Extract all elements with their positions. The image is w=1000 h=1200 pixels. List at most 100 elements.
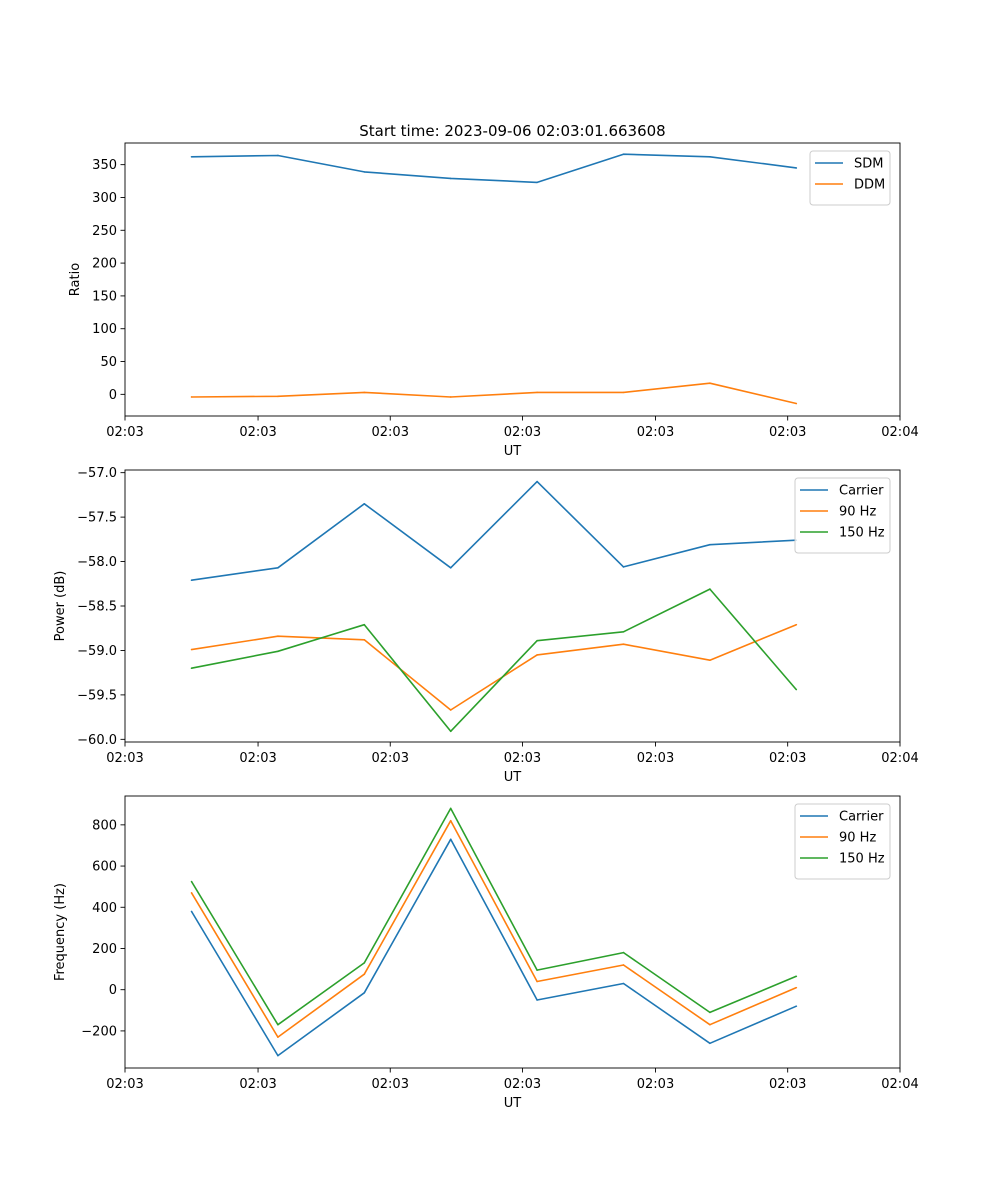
chart3-legend-carrier-label: Carrier [839,810,884,825]
chart2-series-90-hz-point [709,659,711,662]
chart2-series-150-hz-line [191,588,797,733]
chart3-series-90-hz-point [363,973,366,976]
chart2-y-tick-label: −59.5 [77,688,117,703]
chart1-y-tick-label: 300 [92,191,117,206]
chart3-y-tick-label: 800 [92,818,117,833]
chart1-x-tick-label: 02:03 [106,425,143,440]
chart1: 02:03 02:03 02:03 02:03 02:03 02:03 02:04 0 50 10… [68,142,919,459]
chart1-series-ddm-point [363,391,366,394]
chart2-axes-frame [124,469,901,743]
chart3-series-90-hz-point [709,1023,711,1026]
chart1-series-ddm-point [536,391,538,394]
chart2-x-axis-label: UT [504,770,522,785]
chart1-series-sdm-point [277,154,279,157]
charts: 02:03 02:03 02:03 02:03 02:03 02:03 02:04 0 50 10… [53,142,919,1111]
chart2-series-90-hz-line [191,623,797,711]
chart3-x-tick-label: 02:03 [239,1077,276,1092]
chart2: 02:03 02:03 02:03 02:03 02:03 02:03 02:04 −60.0… [53,466,919,785]
chart1-legend-box [809,150,891,206]
chart2-y-tick-label: −57.5 [77,511,117,526]
chart2-series-150-hz-point [449,730,452,733]
chart2-series-150-hz-point [709,588,711,590]
chart1-x-tick-label: 02:03 [637,425,674,440]
chart3-series-150-hz-point [363,962,366,964]
chart1-series-ddm-point [622,391,625,394]
chart2-legend-150-hz-label: 150 Hz [839,526,885,541]
chart1-axes-frame [124,142,901,417]
chart2-x-tick-label: 02:03 [504,751,541,766]
chart3-series-150-hz-point [190,880,193,883]
chart1-y-tick-label: 0 [109,388,117,403]
chart3-legend-90-hz-label: 90 Hz [839,831,876,846]
chart3-y-axis-label: Frequency (Hz) [53,883,68,981]
chart3-series-90-hz-point [190,892,193,894]
chart2-legend: Carrier 90 Hz 150 Hz [794,477,891,554]
chart2-y-tick-label: −58.5 [77,600,117,615]
chart1-y-tick-label: 350 [92,158,117,173]
chart1-series-ddm-point [277,395,279,398]
chart1-series-sdm-point [709,155,711,158]
chart3-series-90-hz-point [795,986,798,989]
chart2-series-carrier-point [709,543,711,546]
chart3-x-axis-label: UT [504,1096,522,1111]
chart2-series-carrier-point [190,579,193,582]
chart3-legend: Carrier 90 Hz 150 Hz [794,803,891,880]
chart3-series-carrier-point [795,1005,798,1007]
chart2-x-tick-label: 02:03 [106,751,143,766]
chart3-y-tick-label: 0 [109,983,117,998]
chart2-series-150-hz-point [363,623,366,626]
chart3-series-carrier-point [277,1054,279,1057]
chart3-series-150-hz-line [190,807,797,1026]
chart2-x-tick-label: 02:03 [372,751,409,766]
chart2-series-90-hz-point [277,635,279,638]
chart1-x-tick-label: 02:04 [881,425,918,440]
chart2-series-90-hz-point [449,709,452,711]
chart1-y-tick-label: 50 [100,355,117,370]
chart3-series-90-hz-point [277,1036,279,1038]
chart3-series-150-hz-point [536,969,538,971]
chart3-y-tick-label: 600 [92,860,117,875]
chart3-series-carrier-point [536,999,538,1001]
chart1-x-tick-label: 02:03 [504,425,541,440]
chart3-series-90-hz-point [622,964,625,966]
chart1-y-tick-label: 100 [92,322,117,337]
chart3-series-carrier-line [190,838,797,1057]
chart1-series-sdm-point [536,181,538,184]
chart2-x-tick-label: 02:03 [637,751,674,766]
chart2-series-90-hz-point [622,643,625,646]
chart2-series-carrier-point [449,566,452,569]
figure-title: Start time: 2023-09-06 02:03:01.663608 [359,122,665,140]
chart2-y-tick-label: −59.0 [77,644,117,659]
chart2-series-150-hz-point [795,688,798,691]
chart2-series-150-hz-point [190,667,193,670]
chart3-series-carrier-point [363,991,366,994]
chart2-series-150-hz-point [622,630,625,633]
chart3: 02:03 02:03 02:03 02:03 02:03 02:03 02:04 −200 0… [53,795,919,1111]
chart2-y-axis-label: Power (dB) [53,571,68,642]
chart1-series-sdm-point [190,155,193,158]
chart3-x-tick-label: 02:04 [881,1077,918,1092]
chart3-series-carrier-point [449,838,452,841]
chart2-series-carrier-line [191,480,797,581]
chart3-series-150-hz-point [709,1011,711,1014]
chart3-series-150-hz-point [449,807,452,810]
chart2-series-90-hz-point [190,648,193,651]
chart1-series-ddm-point [795,402,798,405]
chart2-series-carrier-point [622,566,625,568]
chart3-series-150-hz-point [277,1023,279,1026]
chart2-y-tick-label: −58.0 [77,555,117,570]
chart1-legend: SDM DDM [809,150,891,206]
chart2-x-tick-label: 02:03 [239,751,276,766]
chart1-series-ddm-point [709,382,711,384]
chart2-legend-box [794,477,891,554]
chart3-y-tick-label: −200 [81,1024,117,1039]
chart3-series-90-hz-point [449,819,452,822]
chart3-series-150-hz-point [795,975,798,978]
chart3-x-tick-label: 02:03 [504,1077,541,1092]
chart3-series-90-hz-point [536,980,538,983]
chart2-series-150-hz-point [277,650,279,653]
chart3-series-carrier-point [709,1042,711,1045]
chart2-x-tick-label: 02:03 [769,751,806,766]
chart1-x-tick-label: 02:03 [769,425,806,440]
